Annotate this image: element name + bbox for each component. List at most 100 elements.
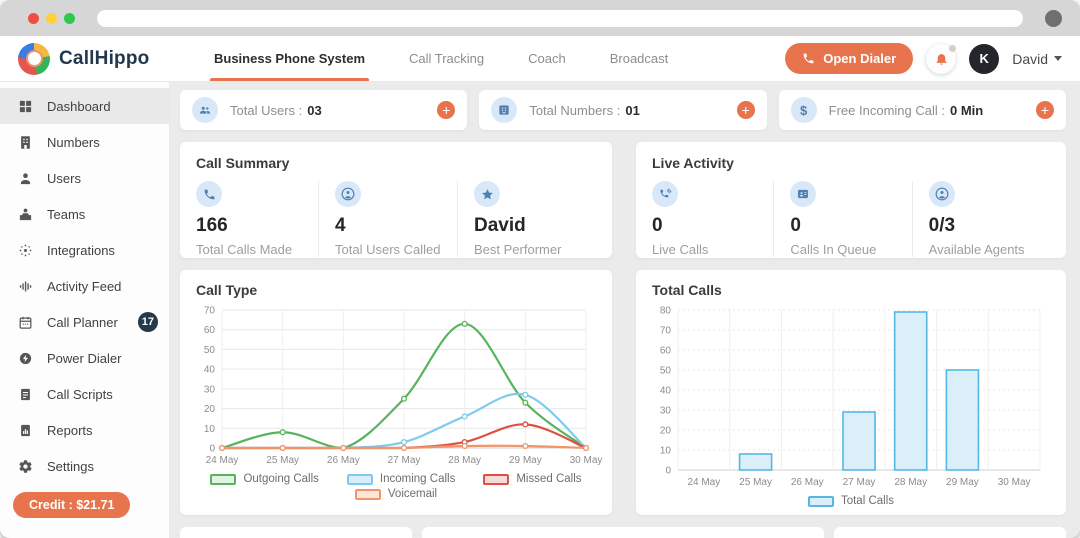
minimize-window-icon[interactable] [46,12,57,24]
legend-swatch [483,473,510,485]
call-summary-card: Call Summary 166 Total Calls Made 4 Tota… [180,142,612,258]
partial-card [422,527,824,538]
stat-label: Available Agents [928,242,1025,257]
sidebar-item-reports[interactable]: Reports [0,412,169,448]
svg-text:24 May: 24 May [206,455,239,466]
sidebar-item-users[interactable]: Users [0,160,169,196]
sidebar: Dashboard Numbers Users Teams Integratio… [0,82,170,538]
report-icon [21,424,30,436]
tab-coach[interactable]: Coach [528,51,566,66]
chevron-down-icon [1054,56,1062,61]
window-controls [28,12,75,24]
call-type-chart-card: Call Type 0 10 20 30 40 50 60 70 24 May 25 May 26 … [180,270,612,515]
svg-text:10: 10 [204,424,216,435]
sidebar-item-teams[interactable]: Teams [0,196,169,232]
brand-name: CallHippo [59,47,150,69]
available-agents-stat: 0/3 Available Agents [913,181,1050,257]
svg-text:0: 0 [665,466,671,477]
browser-profile-icon[interactable] [1045,9,1062,27]
brand[interactable]: CallHippo [18,42,200,75]
legend-swatch [210,473,237,485]
users-group-icon [200,106,210,114]
tab-business-phone-system[interactable]: Business Phone System [210,36,369,81]
sidebar-item-activity-feed[interactable]: Activity Feed [0,268,169,304]
close-window-icon[interactable] [28,12,39,24]
svg-text:28 May: 28 May [894,477,927,488]
svg-text:40: 40 [204,365,216,376]
app-header: CallHippo Business Phone System Call Tra… [0,36,1080,82]
svg-text:70: 70 [660,326,672,337]
svg-text:29 May: 29 May [509,455,542,466]
notifications-button[interactable] [926,43,957,74]
total-numbers-label: Total Numbers : [529,102,621,118]
open-dialer-button[interactable]: Open Dialer [785,43,914,74]
legend-item[interactable]: Outgoing Calls [210,473,319,485]
address-bar[interactable] [97,9,1023,27]
total-users-called-stat: 4 Total Users Called [319,181,458,257]
tab-call-tracking[interactable]: Call Tracking [409,51,485,66]
avatar[interactable]: K [969,43,1000,74]
total-calls-made-stat: 166 Total Calls Made [196,181,319,257]
sidebar-item-label: Teams [47,206,86,222]
sidebar-item-label: Dashboard [47,98,111,114]
legend-label: Voicemail [387,488,438,500]
svg-text:10: 10 [660,446,672,457]
equalizer-icon [19,281,32,291]
sidebar-item-call-scripts[interactable]: Call Scripts [0,376,169,412]
add-user-button[interactable] [437,101,456,119]
svg-text:50: 50 [660,366,672,377]
svg-text:26 May: 26 May [791,477,824,488]
svg-text:30 May: 30 May [998,477,1031,488]
svg-text:29 May: 29 May [946,477,979,488]
tab-broadcast[interactable]: Broadcast [609,51,669,66]
person-icon [20,172,31,184]
legend-label: Outgoing Calls [243,473,319,485]
total-calls-chart-card: Total Calls 0 10 20 30 40 50 60 70 80 24 May 25 Ma… [636,270,1066,515]
legend-item[interactable]: Total Calls [807,495,895,507]
free-incoming-call-label: Free Incoming Call : [828,102,945,118]
dialpad-icon [499,105,509,115]
total-users-value: 03 [307,102,322,118]
svg-text:27 May: 27 May [843,477,876,488]
sidebar-item-numbers[interactable]: Numbers [0,124,169,160]
add-minutes-button[interactable] [1035,101,1054,119]
building-dialpad-icon [21,135,30,149]
sidebar-item-label: Call Scripts [47,386,113,402]
next-row-partial [180,527,1066,538]
total-calls-legend: Total Calls [652,495,1050,507]
integrations-icon [19,244,32,256]
stat-value: 0 [790,215,801,236]
add-number-button[interactable] [736,101,755,119]
svg-text:40: 40 [660,386,672,397]
legend-label: Total Calls [840,495,895,507]
legend-item[interactable]: Missed Calls [483,473,582,485]
legend-swatch [354,488,381,500]
sidebar-item-label: Activity Feed [47,278,122,294]
sidebar-item-label: Reports [47,422,93,438]
user-name-label: David [1012,50,1048,67]
maximize-window-icon[interactable] [64,12,75,24]
call-type-chart: 0 10 20 30 40 50 60 70 24 May 25 May 26 May 27 May 2… [196,302,603,470]
sidebar-item-call-planner[interactable]: Call Planner 17 [0,304,169,340]
stat-label: Calls In Queue [790,242,877,257]
stat-label: Total Users Called [335,242,441,257]
sidebar-item-power-dialer[interactable]: Power Dialer [0,340,169,376]
calendar-icon [19,316,32,329]
sidebar-item-settings[interactable]: Settings [0,448,169,484]
main-content: Total Users : 03 Total Numbers : 01 $ Fr… [170,82,1080,538]
briefcase-person-icon [19,208,32,220]
legend-item[interactable]: Voicemail [354,488,438,500]
credit-badge[interactable]: Credit : $21.71 [13,492,131,518]
user-menu[interactable]: David [1012,51,1062,67]
sidebar-item-dashboard[interactable]: Dashboard [0,88,169,124]
legend-item[interactable]: Incoming Calls [346,473,455,485]
sidebar-item-integrations[interactable]: Integrations [0,232,169,268]
svg-text:26 May: 26 May [327,455,360,466]
stat-label: Total Calls Made [196,242,293,257]
phone-icon [803,53,814,64]
sidebar-item-label: Settings [47,458,94,474]
callhippo-logo-icon [18,42,50,75]
svg-text:80: 80 [660,306,672,317]
live-calls-stat: 0 Live Calls [652,181,775,257]
sidebar-item-label: Call Planner [47,314,118,330]
